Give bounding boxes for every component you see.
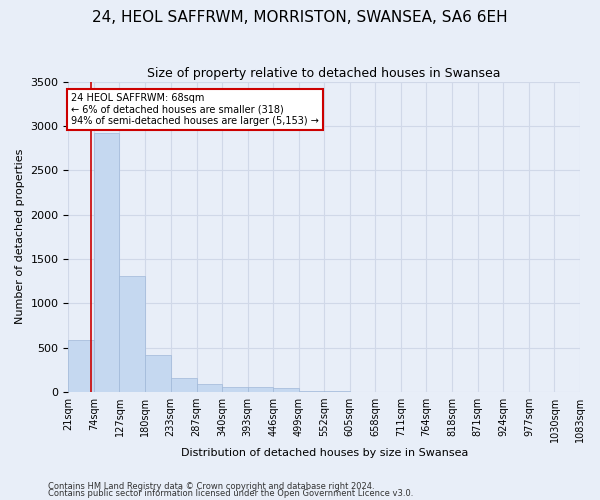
Text: 24 HEOL SAFFRWM: 68sqm
← 6% of detached houses are smaller (318)
94% of semi-det: 24 HEOL SAFFRWM: 68sqm ← 6% of detached … <box>71 93 319 126</box>
Bar <box>94 133 119 392</box>
Text: Contains HM Land Registry data © Crown copyright and database right 2024.: Contains HM Land Registry data © Crown c… <box>48 482 374 491</box>
Bar <box>299 391 324 392</box>
Bar <box>68 340 94 392</box>
Text: Contains public sector information licensed under the Open Government Licence v3: Contains public sector information licen… <box>48 489 413 498</box>
Bar <box>197 384 222 392</box>
Bar <box>145 354 170 392</box>
Text: 24, HEOL SAFFRWM, MORRISTON, SWANSEA, SA6 6EH: 24, HEOL SAFFRWM, MORRISTON, SWANSEA, SA… <box>92 10 508 25</box>
Bar <box>222 386 248 392</box>
Title: Size of property relative to detached houses in Swansea: Size of property relative to detached ho… <box>148 68 501 80</box>
Y-axis label: Number of detached properties: Number of detached properties <box>15 149 25 324</box>
Bar <box>248 388 273 392</box>
Bar <box>273 388 299 392</box>
Bar <box>170 378 197 392</box>
X-axis label: Distribution of detached houses by size in Swansea: Distribution of detached houses by size … <box>181 448 468 458</box>
Bar <box>119 276 145 392</box>
